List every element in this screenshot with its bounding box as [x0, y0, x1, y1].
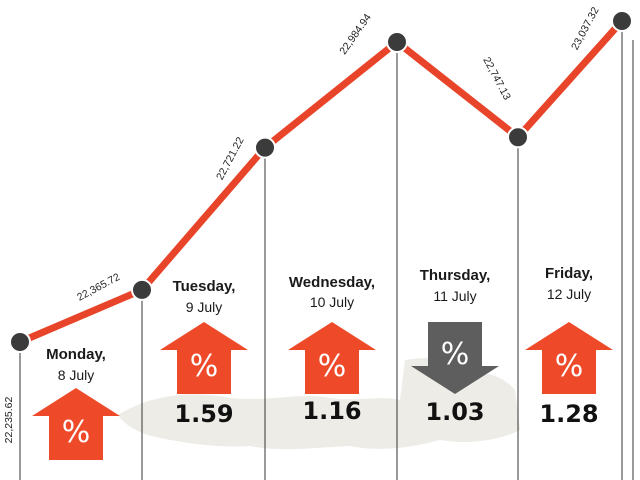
- percent-change-value: 1.03: [425, 398, 484, 426]
- day-name: Friday,: [545, 265, 593, 282]
- percent-glyph: %: [190, 349, 219, 384]
- map-background: [118, 358, 520, 450]
- data-point-marker: [9, 331, 31, 353]
- data-markers: [9, 10, 633, 353]
- day-date: 12 July: [547, 286, 591, 302]
- map-silhouette: [118, 358, 520, 450]
- up-arrow-icon: [160, 322, 248, 394]
- point-value-label: 22,747.13: [480, 55, 513, 102]
- day-name: Wednesday,: [289, 274, 375, 291]
- day-date: 9 July: [186, 299, 223, 315]
- percent-glyph: %: [555, 349, 584, 384]
- day-name: Tuesday,: [173, 278, 236, 295]
- day-panel-friday: Friday, 12 July% 1.28: [525, 265, 613, 428]
- day-date: 11 July: [433, 288, 476, 304]
- day-panel-monday: Monday, 8 July%: [32, 346, 120, 460]
- percent-change-value: 1.59: [174, 400, 233, 428]
- percent-change-value: 1.16: [302, 397, 361, 425]
- day-name: Thursday,: [420, 267, 491, 284]
- percent-glyph: %: [62, 415, 91, 450]
- day-panel-thursday: Thursday, 11 July% 1.03: [411, 267, 499, 426]
- day-panel-wednesday: Wednesday, 10 July% 1.16: [288, 274, 376, 425]
- up-arrow-icon: [32, 388, 120, 460]
- day-dividers: [19, 21, 634, 480]
- day-date: 10 July: [310, 294, 354, 310]
- down-arrow-icon: [411, 322, 499, 394]
- percent-glyph: %: [318, 349, 347, 384]
- data-point-marker: [386, 31, 408, 53]
- up-arrow-icon: [288, 322, 376, 394]
- data-point-marker: [507, 126, 529, 149]
- day-name: Monday,: [46, 346, 106, 363]
- day-date: 8 July: [58, 367, 95, 383]
- data-point-marker: [131, 278, 153, 301]
- data-point-marker: [611, 10, 633, 32]
- day-panel-tuesday: Tuesday, 9 July% 1.59: [160, 278, 248, 428]
- point-value-label: 22,984.94: [337, 12, 374, 57]
- day-panels: Monday, 8 July% Tuesday, 9 July% 1.59 Wednesd…: [32, 265, 613, 460]
- point-value-label: 22,235.62: [3, 396, 15, 443]
- data-point-marker: [254, 136, 276, 159]
- index-series: [16, 17, 626, 346]
- series-line: [16, 17, 626, 346]
- percent-glyph: %: [441, 337, 470, 372]
- up-arrow-icon: [525, 322, 613, 394]
- percent-change-value: 1.28: [539, 400, 598, 428]
